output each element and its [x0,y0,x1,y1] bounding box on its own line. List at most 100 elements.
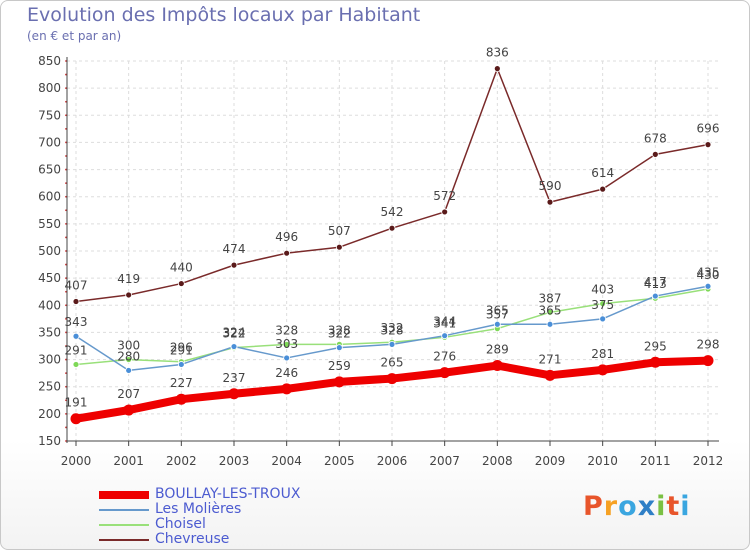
data-label-0: 289 [486,343,509,357]
y-minor-tick [65,141,67,144]
data-label-0: 227 [170,376,193,390]
y-minor-tick [65,168,67,171]
data-label-2: 322 [223,327,246,341]
data-label-2: 296 [170,341,193,355]
data-label-0: 281 [591,347,614,361]
data-point-0 [386,373,398,385]
data-point-0 [123,404,135,416]
data-label-2: 328 [275,323,298,337]
data-point-1 [125,367,133,374]
data-label-3: 542 [381,205,404,219]
data-point-1 [651,292,659,300]
y-tick-label: 850 [38,54,61,68]
y-tick-label: 600 [38,190,61,204]
legend-label-molieres: Les Molières [155,501,242,517]
data-label-2: 430 [697,268,720,282]
y-tick-label: 200 [38,407,61,421]
y-minor-tick [65,100,67,103]
data-label-3: 696 [697,122,720,136]
data-label-3: 507 [328,224,351,238]
x-tick-label: 2010 [587,454,618,468]
y-tick-label: 700 [38,135,61,149]
data-point-3 [704,141,712,149]
data-label-3: 614 [591,166,614,180]
data-label-0: 298 [697,338,720,352]
data-point-0 [702,355,714,367]
y-minor-tick [65,385,67,388]
data-label-2: 328 [328,323,351,337]
x-tick-label: 2009 [535,454,566,468]
data-label-3: 836 [486,46,509,60]
data-label-1: 291 [170,343,193,357]
data-point-0 [175,393,187,405]
data-label-1: 365 [539,303,562,317]
data-point-1 [335,344,343,352]
data-label-0: 237 [223,371,246,385]
x-tick-label: 2012 [693,454,724,468]
y-minor-tick [65,60,67,62]
data-label-1: 280 [117,349,140,363]
logo-letter: t [666,491,681,522]
x-tick-label: 2001 [113,454,144,468]
y-minor-tick [65,263,67,266]
y-tick-label: 350 [38,325,61,339]
data-label-3: 440 [170,261,193,275]
data-label-3: 419 [117,272,140,286]
data-label-1: 435 [697,265,720,279]
data-label-2: 357 [486,308,509,322]
logo-letter: o [618,491,638,522]
data-label-1: 375 [591,298,614,312]
data-label-1: 328 [381,323,404,337]
data-label-1: 365 [486,303,509,317]
proxiti-logo: Proxiti [583,491,691,522]
data-point-1 [283,354,291,362]
data-point-1 [388,340,396,348]
y-minor-tick [65,127,67,130]
data-point-3 [230,261,238,269]
y-minor-tick [65,290,67,293]
data-label-2: 413 [644,277,667,291]
y-minor-tick [65,155,67,157]
y-tick-label: 650 [38,163,61,177]
y-minor-tick [65,87,67,90]
data-point-1 [599,315,607,323]
data-label-2: 332 [381,321,404,335]
data-point-0 [649,356,661,368]
data-point-1 [441,332,449,340]
y-minor-tick [65,236,67,239]
y-minor-tick [65,277,67,280]
x-tick-label: 2003 [219,454,250,468]
data-point-3 [546,198,554,206]
data-label-1: 417 [644,275,667,289]
y-tick-label: 750 [38,108,61,122]
data-point-3 [599,185,607,193]
data-point-3 [441,208,449,216]
y-minor-tick [65,250,67,252]
data-label-0: 271 [539,352,562,366]
y-minor-tick [65,114,67,117]
data-label-0: 207 [117,387,140,401]
data-point-3 [388,224,396,232]
data-point-3 [335,243,343,251]
data-point-1 [230,343,238,350]
data-label-1: 303 [275,337,298,351]
chart-subtitle: (en € et par an) [27,29,122,43]
data-label-1: 344 [433,315,456,329]
legend-label-choisel: Choisel [155,516,206,532]
legend-swatch-choisel [99,524,149,526]
y-minor-tick [65,317,67,320]
legend-swatch-molieres [99,509,149,511]
legend-swatch-chevreuse [99,539,149,541]
logo-letter: i [656,491,667,522]
data-point-3 [125,291,133,299]
data-label-3: 678 [644,131,667,145]
data-label-3: 590 [539,179,562,193]
data-point-3 [651,150,659,158]
data-point-0 [70,413,82,425]
y-tick-label: 400 [38,298,61,312]
y-minor-tick [65,440,67,442]
data-point-2 [599,300,607,308]
data-point-2 [72,361,80,368]
y-minor-tick [65,304,67,307]
data-label-0: 246 [275,366,298,380]
